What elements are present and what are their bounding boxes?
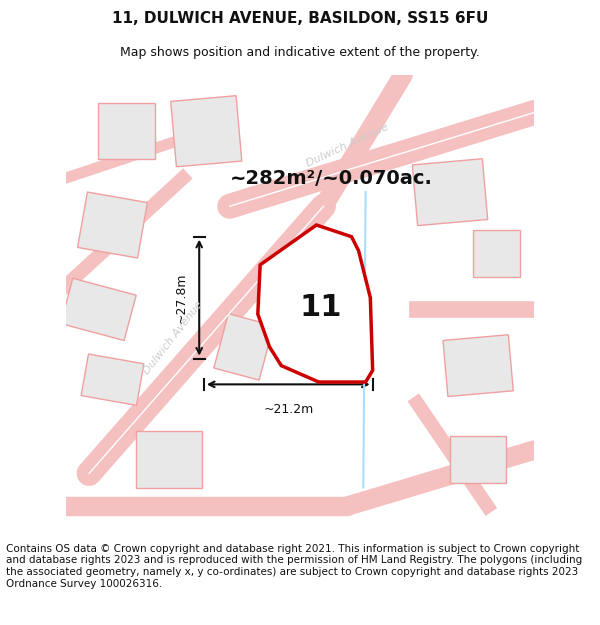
Polygon shape: [412, 159, 488, 226]
Text: 11: 11: [300, 292, 343, 321]
Text: ~21.2m: ~21.2m: [263, 403, 313, 416]
Text: 11, DULWICH AVENUE, BASILDON, SS15 6FU: 11, DULWICH AVENUE, BASILDON, SS15 6FU: [112, 11, 488, 26]
Polygon shape: [136, 431, 202, 488]
Polygon shape: [214, 314, 274, 380]
Polygon shape: [258, 225, 373, 382]
Text: Contains OS data © Crown copyright and database right 2021. This information is : Contains OS data © Crown copyright and d…: [6, 544, 582, 589]
Polygon shape: [81, 354, 144, 406]
Polygon shape: [443, 335, 513, 396]
Polygon shape: [61, 278, 136, 341]
Polygon shape: [171, 96, 242, 167]
Text: Map shows position and indicative extent of the property.: Map shows position and indicative extent…: [120, 46, 480, 59]
Polygon shape: [77, 192, 148, 258]
Text: ~282m²/~0.070ac.: ~282m²/~0.070ac.: [230, 169, 433, 187]
Text: Dulwich Avenue: Dulwich Avenue: [304, 122, 389, 169]
Text: Dulwich Avenue: Dulwich Avenue: [142, 299, 205, 376]
Polygon shape: [473, 229, 520, 276]
Polygon shape: [98, 103, 155, 159]
Text: ~27.8m: ~27.8m: [175, 272, 187, 323]
Polygon shape: [450, 436, 506, 482]
